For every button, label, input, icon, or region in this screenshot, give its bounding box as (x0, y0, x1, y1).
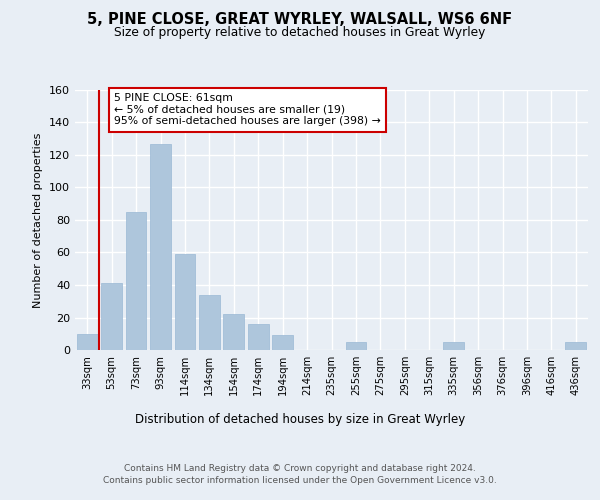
Text: Size of property relative to detached houses in Great Wyrley: Size of property relative to detached ho… (115, 26, 485, 39)
Text: Distribution of detached houses by size in Great Wyrley: Distribution of detached houses by size … (135, 412, 465, 426)
Bar (443, 342, 464, 350)
Text: 5 PINE CLOSE: 61sqm
← 5% of detached houses are smaller (19)
95% of semi-detache: 5 PINE CLOSE: 61sqm ← 5% of detached hou… (114, 93, 381, 126)
Text: Contains HM Land Registry data © Crown copyright and database right 2024.: Contains HM Land Registry data © Crown c… (124, 464, 476, 473)
Bar (248, 324, 269, 350)
Bar (565, 342, 586, 350)
Bar (272, 336, 293, 350)
Bar (346, 342, 367, 350)
Y-axis label: Number of detached properties: Number of detached properties (34, 132, 43, 308)
Text: 5, PINE CLOSE, GREAT WYRLEY, WALSALL, WS6 6NF: 5, PINE CLOSE, GREAT WYRLEY, WALSALL, WS… (88, 12, 512, 28)
Bar (199, 294, 220, 350)
Text: Contains public sector information licensed under the Open Government Licence v3: Contains public sector information licen… (103, 476, 497, 485)
Bar (150, 144, 171, 350)
Bar (125, 212, 146, 350)
Bar (101, 284, 122, 350)
Bar (175, 254, 196, 350)
Bar (223, 314, 244, 350)
Bar (77, 334, 98, 350)
